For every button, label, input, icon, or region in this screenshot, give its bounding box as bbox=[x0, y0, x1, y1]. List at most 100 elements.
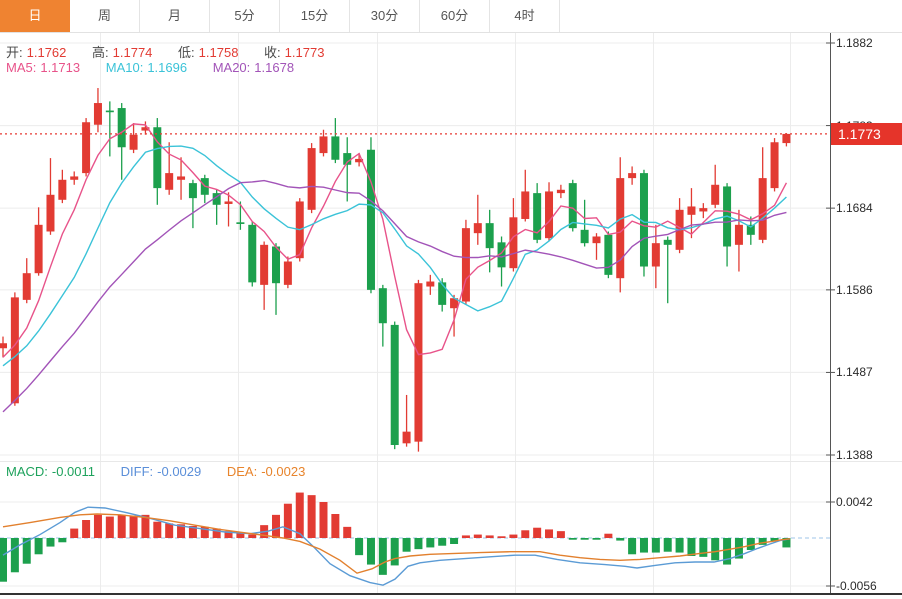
candle bbox=[260, 241, 269, 310]
candle bbox=[34, 207, 43, 276]
candle bbox=[758, 147, 767, 244]
macd-bar bbox=[746, 538, 755, 550]
candle bbox=[628, 166, 637, 185]
timeframe-tab-1[interactable]: 日 bbox=[0, 0, 70, 32]
diff-label: DIFF: bbox=[120, 464, 154, 479]
ma10-line bbox=[2, 145, 787, 367]
macd-value: -0.0011 bbox=[51, 464, 96, 479]
candle bbox=[639, 169, 648, 277]
candle bbox=[0, 336, 7, 358]
macd-bar bbox=[390, 538, 399, 566]
macd-bar bbox=[450, 538, 459, 544]
macd-bar bbox=[782, 538, 791, 548]
timeframe-tab-7[interactable]: 60分 bbox=[420, 0, 490, 32]
macd-bar bbox=[568, 538, 577, 540]
candle bbox=[236, 201, 245, 230]
candle bbox=[485, 209, 494, 273]
macd-bar bbox=[545, 529, 554, 538]
candle bbox=[580, 199, 589, 247]
high-value: 1.1774 bbox=[112, 45, 153, 60]
candle bbox=[533, 183, 542, 244]
candle bbox=[556, 184, 565, 199]
macd-bar bbox=[639, 538, 648, 553]
macd-bar bbox=[414, 538, 423, 550]
ohlc-legend: 开: 1.1762 高: 1.1774 低: 1.1758 收: 1.1773 bbox=[6, 42, 328, 61]
high-label: 高: bbox=[92, 45, 109, 60]
candle bbox=[224, 192, 233, 227]
dea-value: -0.0023 bbox=[261, 464, 306, 479]
candle bbox=[390, 321, 399, 450]
candle bbox=[426, 274, 435, 295]
current-price-tag: 1.1773 bbox=[831, 122, 902, 145]
macd-bar bbox=[628, 538, 637, 555]
candles-layer bbox=[0, 88, 791, 452]
close-value: 1.1773 bbox=[284, 45, 325, 60]
macd-bar bbox=[331, 514, 340, 538]
macd-bar bbox=[236, 532, 245, 538]
macd-bar bbox=[117, 514, 126, 538]
macd-bar bbox=[224, 531, 233, 538]
candle bbox=[343, 137, 352, 202]
macd-bar bbox=[272, 514, 281, 538]
candle bbox=[307, 143, 316, 214]
timeframe-tab-5[interactable]: 15分 bbox=[280, 0, 350, 32]
candle bbox=[414, 279, 423, 452]
ma5-line bbox=[2, 123, 788, 358]
macd-bar bbox=[34, 538, 43, 555]
macd-bar bbox=[366, 538, 375, 565]
macd-bar bbox=[461, 535, 470, 538]
macd-label: MACD: bbox=[6, 464, 48, 479]
macd-bar bbox=[58, 538, 67, 543]
macd-bar bbox=[675, 538, 684, 553]
dea-line bbox=[2, 513, 791, 574]
candle bbox=[723, 183, 732, 267]
macd-axis-label: -0.0056 bbox=[836, 578, 877, 593]
macd-bar bbox=[687, 538, 696, 556]
macd-bar bbox=[402, 538, 411, 552]
macd-bar bbox=[200, 526, 209, 538]
macd-bar bbox=[248, 534, 257, 538]
macd-bar bbox=[153, 521, 162, 538]
macd-bar bbox=[0, 538, 7, 582]
macd-bar bbox=[177, 524, 186, 538]
candle bbox=[22, 258, 31, 304]
price-axis-label: 1.1388 bbox=[836, 448, 873, 462]
candle bbox=[450, 294, 459, 337]
timeframe-tab-8[interactable]: 4时 bbox=[490, 0, 560, 32]
macd-bar bbox=[592, 538, 601, 540]
candle bbox=[366, 137, 375, 294]
macd-bar bbox=[141, 514, 150, 538]
candle bbox=[461, 219, 470, 305]
ma20-value: 1.1678 bbox=[254, 60, 295, 75]
candle bbox=[58, 169, 67, 204]
macd-bar bbox=[616, 538, 625, 541]
macd-bar bbox=[711, 538, 720, 561]
macd-bar bbox=[355, 538, 364, 556]
axis-lines bbox=[0, 32, 902, 595]
ma20-label: MA20: bbox=[212, 60, 251, 75]
timeframe-tab-6[interactable]: 30分 bbox=[350, 0, 420, 32]
candle bbox=[93, 88, 102, 133]
timeframe-tabs: 日周月 5分 15分 30分 60分 4时 bbox=[0, 0, 902, 33]
candle bbox=[521, 169, 530, 222]
candle bbox=[782, 133, 791, 147]
macd-bar bbox=[521, 530, 530, 538]
timeframe-tab-2[interactable]: 周 bbox=[70, 0, 140, 32]
macd-bar bbox=[93, 514, 102, 538]
macd-bar bbox=[473, 534, 482, 538]
timeframe-tab-3[interactable]: 月 bbox=[140, 0, 210, 32]
macd-bar bbox=[22, 538, 31, 564]
candle bbox=[82, 118, 91, 177]
macd-bar bbox=[770, 538, 779, 542]
macd-bar bbox=[497, 536, 506, 538]
macd-bar bbox=[533, 527, 542, 538]
ma20-line bbox=[2, 179, 787, 413]
timeframe-tab-4[interactable]: 5分 bbox=[210, 0, 280, 32]
macd-bar bbox=[426, 538, 435, 548]
candle bbox=[545, 182, 554, 242]
macd-bar bbox=[723, 538, 732, 565]
candle bbox=[188, 179, 197, 229]
candle bbox=[177, 157, 186, 200]
ma-legend: MA5: 1.1713 MA10: 1.1696 MA20: 1.1678 bbox=[6, 60, 298, 75]
